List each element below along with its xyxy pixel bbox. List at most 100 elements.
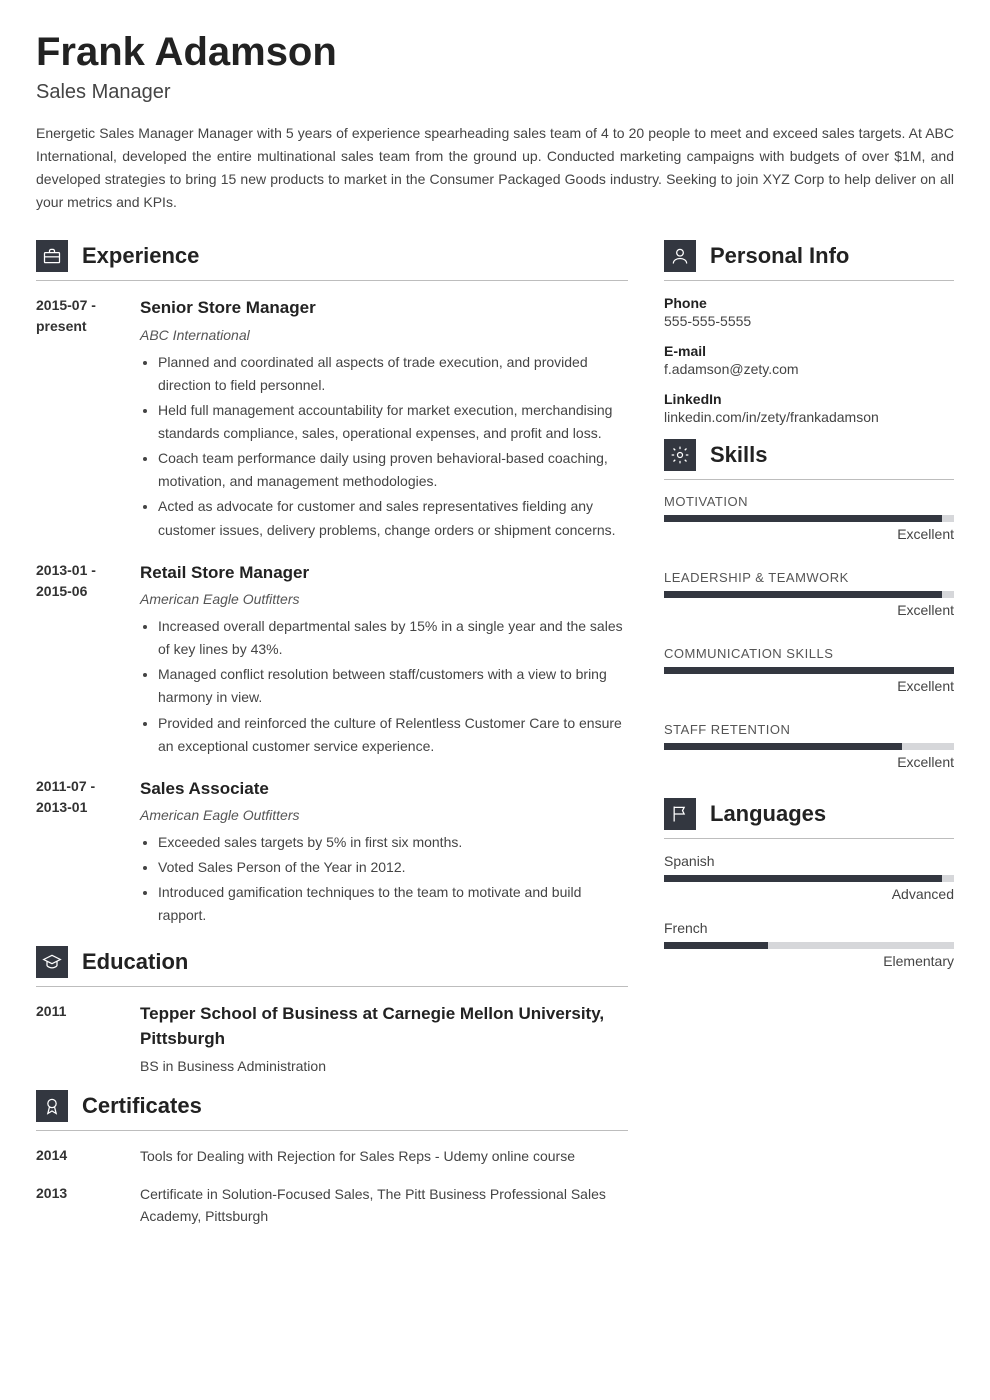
- entry-body: Sales Associate American Eagle Outfitters…: [140, 776, 628, 930]
- flag-icon: [664, 798, 696, 830]
- languages-section-header: Languages: [664, 798, 954, 839]
- certificate-entry: 2014 Tools for Dealing with Rejection for…: [36, 1145, 628, 1167]
- skill-name: COMMUNICATION SKILLS: [664, 646, 954, 661]
- skill-item: COMMUNICATION SKILLSExcellent: [664, 646, 954, 694]
- language-bar: [664, 875, 954, 882]
- language-bar: [664, 942, 954, 949]
- bullet: Increased overall departmental sales by …: [158, 615, 628, 661]
- experience-list: 2015-07 - presentSenior Store ManagerABC…: [36, 295, 628, 929]
- education-entry: 2011 Tepper School of Business at Carnegi…: [36, 1001, 628, 1074]
- skill-bar: [664, 743, 954, 750]
- skill-bar-fill: [664, 591, 942, 598]
- briefcase-icon: [36, 240, 68, 272]
- language-bar-fill: [664, 942, 768, 949]
- education-heading: Education: [82, 949, 188, 975]
- entry-body: Tepper School of Business at Carnegie Me…: [140, 1001, 628, 1074]
- person-name: Frank Adamson: [36, 30, 954, 75]
- skill-level: Excellent: [664, 526, 954, 542]
- certificates-section-header: Certificates: [36, 1090, 628, 1131]
- language-item: French Elementary: [664, 920, 954, 969]
- gear-icon: [664, 439, 696, 471]
- phone-block: Phone 555-555-5555: [664, 295, 954, 329]
- language-name: French: [664, 920, 954, 936]
- certificate-entry: 2013 Certificate in Solution-Focused Sale…: [36, 1183, 628, 1228]
- entry-bullets: Increased overall departmental sales by …: [140, 615, 628, 758]
- certificate-text: Tools for Dealing with Rejection for Sal…: [140, 1145, 628, 1167]
- linkedin-block: LinkedIn linkedin.com/in/zety/frankadams…: [664, 391, 954, 425]
- language-item: Spanish Advanced: [664, 853, 954, 902]
- certificates-list: 2014 Tools for Dealing with Rejection for…: [36, 1145, 628, 1228]
- experience-entry: 2015-07 - presentSenior Store ManagerABC…: [36, 295, 628, 543]
- entry-dates: 2011: [36, 1001, 126, 1074]
- bullet: Coach team performance daily using prove…: [158, 447, 628, 493]
- bullet: Voted Sales Person of the Year in 2012.: [158, 856, 628, 879]
- entry-dates: 2014: [36, 1145, 126, 1167]
- experience-section-header: Experience: [36, 240, 628, 281]
- summary: Energetic Sales Manager Manager with 5 y…: [36, 122, 954, 214]
- skill-level: Excellent: [664, 602, 954, 618]
- languages-list: Spanish Advanced French Elementary: [664, 853, 954, 969]
- personal-section-header: Personal Info: [664, 240, 954, 281]
- skills-heading: Skills: [710, 442, 767, 468]
- phone-value: 555-555-5555: [664, 313, 954, 329]
- bullet: Introduced gamification techniques to th…: [158, 881, 628, 927]
- language-level: Elementary: [664, 953, 954, 969]
- award-icon: [36, 1090, 68, 1122]
- entry-dates: 2013-01 - 2015-06: [36, 560, 126, 760]
- entry-company: American Eagle Outfitters: [140, 807, 628, 823]
- skill-bar: [664, 591, 954, 598]
- entry-company: American Eagle Outfitters: [140, 591, 628, 607]
- education-list: 2011 Tepper School of Business at Carnegi…: [36, 1001, 628, 1074]
- entry-body: Tools for Dealing with Rejection for Sal…: [140, 1145, 628, 1167]
- entry-title: Retail Store Manager: [140, 560, 628, 586]
- bullet: Provided and reinforced the culture of R…: [158, 712, 628, 758]
- entry-company: ABC International: [140, 327, 628, 343]
- skill-bar: [664, 667, 954, 674]
- job-title: Sales Manager: [36, 81, 954, 104]
- email-label: E-mail: [664, 343, 954, 359]
- entry-dates: 2011-07 - 2013-01: [36, 776, 126, 930]
- skill-name: LEADERSHIP & TEAMWORK: [664, 570, 954, 585]
- left-column: Experience 2015-07 - presentSenior Store…: [36, 234, 628, 1243]
- skill-bar-fill: [664, 515, 942, 522]
- entry-body: Retail Store Manager American Eagle Outfi…: [140, 560, 628, 760]
- skill-item: STAFF RETENTION Excellent: [664, 722, 954, 770]
- language-level: Advanced: [664, 886, 954, 902]
- entry-bullets: Planned and coordinated all aspects of t…: [140, 351, 628, 542]
- personal-heading: Personal Info: [710, 243, 849, 269]
- bullet: Held full management accountability for …: [158, 399, 628, 445]
- language-name: Spanish: [664, 853, 954, 869]
- bullet: Managed conflict resolution between staf…: [158, 663, 628, 709]
- person-icon: [664, 240, 696, 272]
- phone-label: Phone: [664, 295, 954, 311]
- skill-bar-fill: [664, 667, 954, 674]
- entry-bullets: Exceeded sales targets by 5% in first si…: [140, 831, 628, 927]
- bullet: Planned and coordinated all aspects of t…: [158, 351, 628, 397]
- skill-name: MOTIVATION: [664, 494, 954, 509]
- skills-list: MOTIVATION Excellent LEADERSHIP & TEAMWORK…: [664, 494, 954, 770]
- entry-dates: 2013: [36, 1183, 126, 1228]
- skill-name: STAFF RETENTION: [664, 722, 954, 737]
- linkedin-value: linkedin.com/in/zety/frankadamson: [664, 409, 954, 425]
- right-column: Personal Info Phone 555-555-5555 E-mail …: [664, 234, 954, 1243]
- skills-section-header: Skills: [664, 439, 954, 480]
- email-value: f.adamson@zety.com: [664, 361, 954, 377]
- entry-body: Certificate in Solution-Focused Sales, T…: [140, 1183, 628, 1228]
- entry-title: Tepper School of Business at Carnegie Me…: [140, 1001, 628, 1052]
- degree: BS in Business Administration: [140, 1058, 628, 1074]
- bullet: Acted as advocate for customer and sales…: [158, 495, 628, 541]
- skill-item: MOTIVATION Excellent: [664, 494, 954, 542]
- experience-entry: 2011-07 - 2013-01 Sales Associate American…: [36, 776, 628, 930]
- skill-bar-fill: [664, 743, 902, 750]
- entry-title: Senior Store Manager: [140, 295, 628, 321]
- bullet: Exceeded sales targets by 5% in first si…: [158, 831, 628, 854]
- entry-title: Sales Associate: [140, 776, 628, 802]
- experience-heading: Experience: [82, 243, 199, 269]
- languages-heading: Languages: [710, 801, 826, 827]
- skill-level: Excellent: [664, 754, 954, 770]
- graduation-cap-icon: [36, 946, 68, 978]
- email-block: E-mail f.adamson@zety.com: [664, 343, 954, 377]
- certificates-heading: Certificates: [82, 1093, 202, 1119]
- language-bar-fill: [664, 875, 942, 882]
- entry-body: Senior Store Manager ABC International Pla…: [140, 295, 628, 543]
